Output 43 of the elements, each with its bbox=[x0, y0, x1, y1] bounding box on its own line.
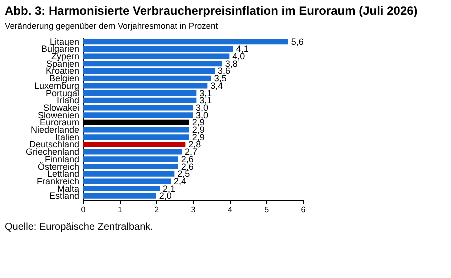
y-tick-label: Belgien bbox=[49, 74, 80, 84]
x-tick-label: 3 bbox=[191, 206, 196, 214]
x-tick-label: 0 bbox=[81, 206, 86, 214]
data-label: 2,8 bbox=[188, 140, 202, 150]
data-label: 2,1 bbox=[163, 184, 176, 194]
data-label: 2,7 bbox=[185, 147, 198, 158]
x-tick-label: 5 bbox=[264, 206, 270, 214]
data-label: 3,1 bbox=[200, 96, 212, 106]
y-tick-label: Österreich bbox=[38, 162, 80, 172]
data-label: 3,1 bbox=[200, 88, 212, 98]
x-tick-label: 2 bbox=[154, 206, 160, 214]
bar bbox=[83, 68, 215, 74]
data-label: 2,9 bbox=[192, 118, 205, 128]
bar bbox=[83, 186, 160, 192]
y-tick-label: Kroatien bbox=[46, 66, 80, 76]
y-tick-label: Euroraum bbox=[40, 118, 80, 128]
chart-title: Abb. 3: Harmonisierte Verbraucherpreisinflation im Euroraum (Juli 2026) bbox=[5, 4, 418, 18]
bar bbox=[83, 39, 288, 45]
bar bbox=[83, 90, 197, 96]
x-tick-label: 1 bbox=[118, 206, 123, 214]
bar bbox=[83, 193, 156, 199]
y-tick-label: Estland bbox=[49, 191, 80, 202]
x-tick-label: 4 bbox=[228, 206, 233, 214]
y-tick-label: Slowenien bbox=[38, 110, 80, 120]
chart-subtitle: Veränderung gegenüber dem Vorjahresmonat in Prozent bbox=[5, 20, 219, 31]
data-label: 2,9 bbox=[192, 125, 205, 136]
data-label: 4,1 bbox=[236, 44, 249, 54]
data-label: 2,5 bbox=[178, 169, 190, 180]
bar bbox=[83, 142, 186, 148]
y-tick-label: Malta bbox=[57, 184, 80, 194]
bar bbox=[83, 112, 193, 118]
y-tick-label: Deutschland bbox=[29, 140, 80, 150]
x-tick-label: 6 bbox=[301, 206, 306, 214]
data-label: 5,6 bbox=[291, 36, 304, 47]
y-tick-label: Zypern bbox=[51, 52, 80, 62]
bar bbox=[83, 164, 178, 170]
data-label: 3,5 bbox=[214, 74, 227, 84]
data-label: 2,0 bbox=[159, 191, 172, 202]
data-label: 3,6 bbox=[218, 66, 231, 76]
bar bbox=[83, 46, 234, 52]
source-note: Quelle: Europäische Zentralbank. bbox=[5, 222, 154, 233]
y-tick-label: Bulgarien bbox=[41, 44, 80, 54]
y-tick-label: Litauen bbox=[50, 36, 80, 47]
